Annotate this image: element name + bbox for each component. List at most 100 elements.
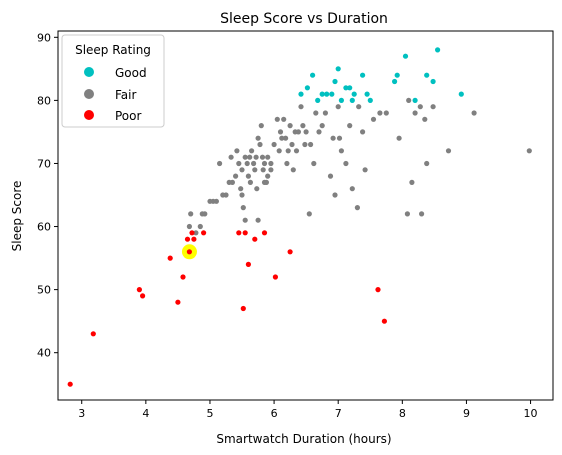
data-point-good: [332, 78, 338, 85]
data-point-fair: [287, 123, 293, 129]
data-point-fair: [319, 123, 325, 129]
data-point-good: [324, 91, 330, 97]
data-point-good: [458, 91, 464, 97]
data-point-good: [315, 97, 321, 103]
data-point-fair: [322, 110, 328, 116]
x-tick-label: 9: [463, 407, 470, 420]
data-point-poor: [245, 261, 251, 267]
data-point-fair: [409, 179, 415, 185]
data-point-poor: [242, 230, 248, 236]
data-point-poor: [191, 236, 197, 242]
data-point-fair: [404, 211, 410, 217]
data-point-fair: [255, 217, 261, 223]
x-tick-label: 4: [142, 407, 149, 420]
data-point-fair: [229, 179, 235, 185]
data-point-fair: [283, 135, 289, 141]
data-point-fair: [223, 192, 229, 198]
data-point-fair: [313, 110, 319, 116]
data-point-good: [402, 53, 409, 59]
data-point-fair: [260, 167, 266, 173]
data-point-poor: [375, 287, 381, 293]
data-point-good: [343, 85, 349, 91]
data-point-fair: [271, 141, 277, 148]
data-point-fair: [343, 160, 349, 167]
data-point-fair: [202, 211, 208, 217]
data-point-poor: [67, 381, 73, 387]
x-tick-label: 10: [524, 407, 538, 420]
y-tick-label: 60: [37, 221, 51, 234]
data-point-fair: [247, 154, 253, 160]
data-point-poor: [90, 331, 96, 337]
data-point-good: [392, 78, 398, 85]
data-point-fair: [252, 167, 258, 173]
data-point-fair: [396, 135, 402, 141]
data-point-fair: [362, 167, 368, 173]
data-point-good: [347, 85, 353, 91]
data-point-fair: [377, 110, 383, 116]
data-point-good: [329, 91, 335, 97]
data-point-fair: [274, 116, 280, 122]
data-point-poor: [381, 318, 387, 324]
axes-frame: [57, 30, 554, 401]
data-point-fair: [424, 160, 430, 167]
data-point-fair: [247, 179, 253, 185]
x-tick-label: 3: [78, 407, 85, 420]
data-point-fair: [285, 148, 291, 154]
data-point-fair: [417, 104, 423, 110]
data-point-fair: [253, 154, 259, 160]
data-point-fair: [239, 192, 245, 198]
data-point-fair: [228, 154, 234, 160]
data-point-good: [360, 72, 366, 78]
data-point-fair: [347, 123, 353, 129]
data-point-poor: [186, 249, 192, 255]
data-point-fair: [471, 110, 477, 116]
data-point-fair: [277, 129, 284, 135]
data-point-fair: [238, 186, 244, 192]
data-point-fair: [383, 110, 389, 116]
data-point-fair: [330, 135, 336, 141]
data-point-fair: [236, 160, 242, 167]
data-point-poor: [252, 236, 258, 242]
data-point-good: [435, 47, 441, 53]
data-point-fair: [193, 230, 199, 236]
data-point-fair: [245, 173, 251, 179]
data-point-fair: [332, 192, 338, 198]
data-point-fair: [295, 129, 301, 135]
data-point-poor: [180, 274, 186, 280]
data-point-fair: [526, 148, 532, 154]
data-point-fair: [338, 148, 344, 154]
data-point-good: [424, 72, 430, 78]
plot-area: [57, 30, 554, 401]
data-point-fair: [284, 160, 290, 167]
data-point-fair: [349, 186, 355, 192]
legend-label-good: Good: [115, 66, 147, 80]
data-point-poor: [287, 249, 293, 255]
data-point-fair: [306, 211, 312, 217]
data-point-fair: [430, 104, 436, 110]
legend-label-poor: Poor: [115, 109, 141, 123]
data-point-fair: [240, 205, 246, 211]
data-point-poor: [140, 293, 146, 299]
data-point-fair: [327, 173, 334, 179]
data-point-fair: [419, 211, 425, 217]
chart-title: Sleep Score vs Duration: [220, 11, 388, 27]
data-point-fair: [316, 129, 322, 135]
data-point-fair: [290, 167, 296, 173]
data-point-good: [430, 78, 436, 85]
data-point-fair: [261, 160, 268, 167]
data-point-fair: [251, 160, 257, 167]
data-point-fair: [188, 211, 194, 217]
legend-frame: [61, 34, 165, 128]
data-point-good: [351, 91, 357, 97]
data-point-good: [304, 85, 310, 91]
data-point-fair: [242, 154, 248, 160]
data-point-fair: [370, 116, 377, 122]
data-point-fair: [213, 198, 219, 204]
data-point-fair: [234, 148, 240, 154]
data-point-fair: [276, 148, 282, 154]
data-point-good: [364, 91, 370, 97]
legend-marker-fair: [84, 89, 94, 99]
data-point-poor: [175, 299, 181, 305]
data-point-fair: [336, 135, 343, 141]
data-point-poor: [167, 255, 173, 261]
